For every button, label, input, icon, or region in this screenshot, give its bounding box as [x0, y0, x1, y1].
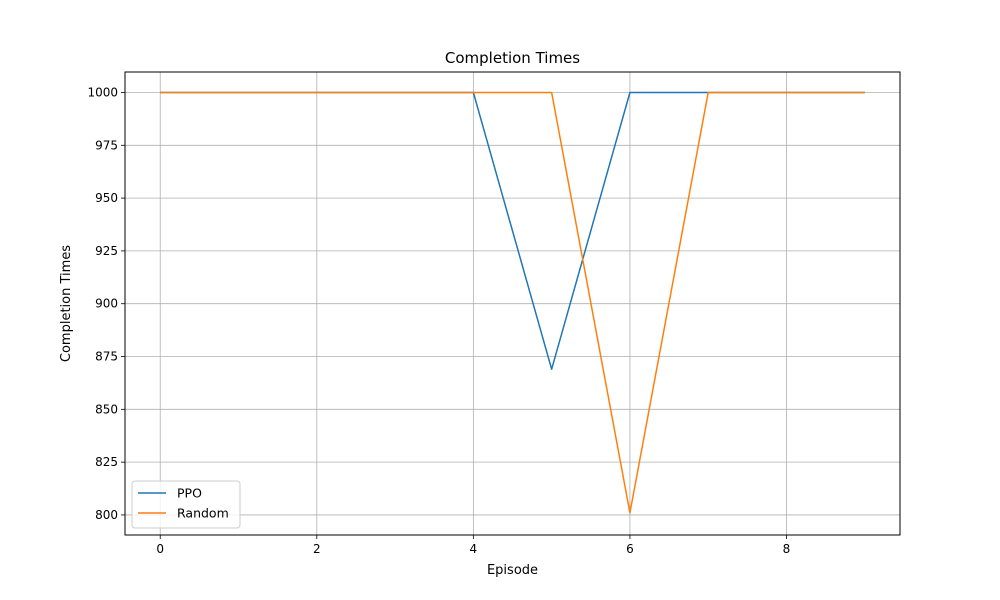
- y-tick-label: 950: [95, 191, 118, 205]
- legend: PPO Random: [131, 480, 241, 529]
- legend-label-random: Random: [177, 506, 229, 521]
- y-tick-label: 900: [95, 297, 118, 311]
- series-line-random: [160, 91, 865, 514]
- y-tick-label: 1000: [87, 85, 118, 99]
- y-axis-label: Completion Times: [59, 245, 74, 362]
- legend-label-ppo: PPO: [177, 486, 202, 501]
- x-tick-label: 2: [313, 542, 321, 556]
- x-tick-label: 8: [783, 542, 791, 556]
- y-tick-label: 800: [95, 508, 118, 522]
- chart-title: Completion Times: [445, 49, 580, 67]
- x-axis-label: Episode: [487, 563, 538, 578]
- y-tick-label: 875: [95, 350, 118, 364]
- y-tick-label: 825: [95, 455, 118, 469]
- x-tick-label: 0: [156, 542, 164, 556]
- ticks: 0 2 4 6 8 800 825 850 875 900 925 950 975 1000: [87, 85, 790, 556]
- series-lines: [160, 91, 865, 514]
- y-tick-label: 975: [95, 138, 118, 152]
- y-tick-label: 925: [95, 244, 118, 258]
- x-tick-label: 4: [470, 542, 478, 556]
- x-tick-label: 6: [626, 542, 634, 556]
- y-tick-label: 850: [95, 402, 118, 416]
